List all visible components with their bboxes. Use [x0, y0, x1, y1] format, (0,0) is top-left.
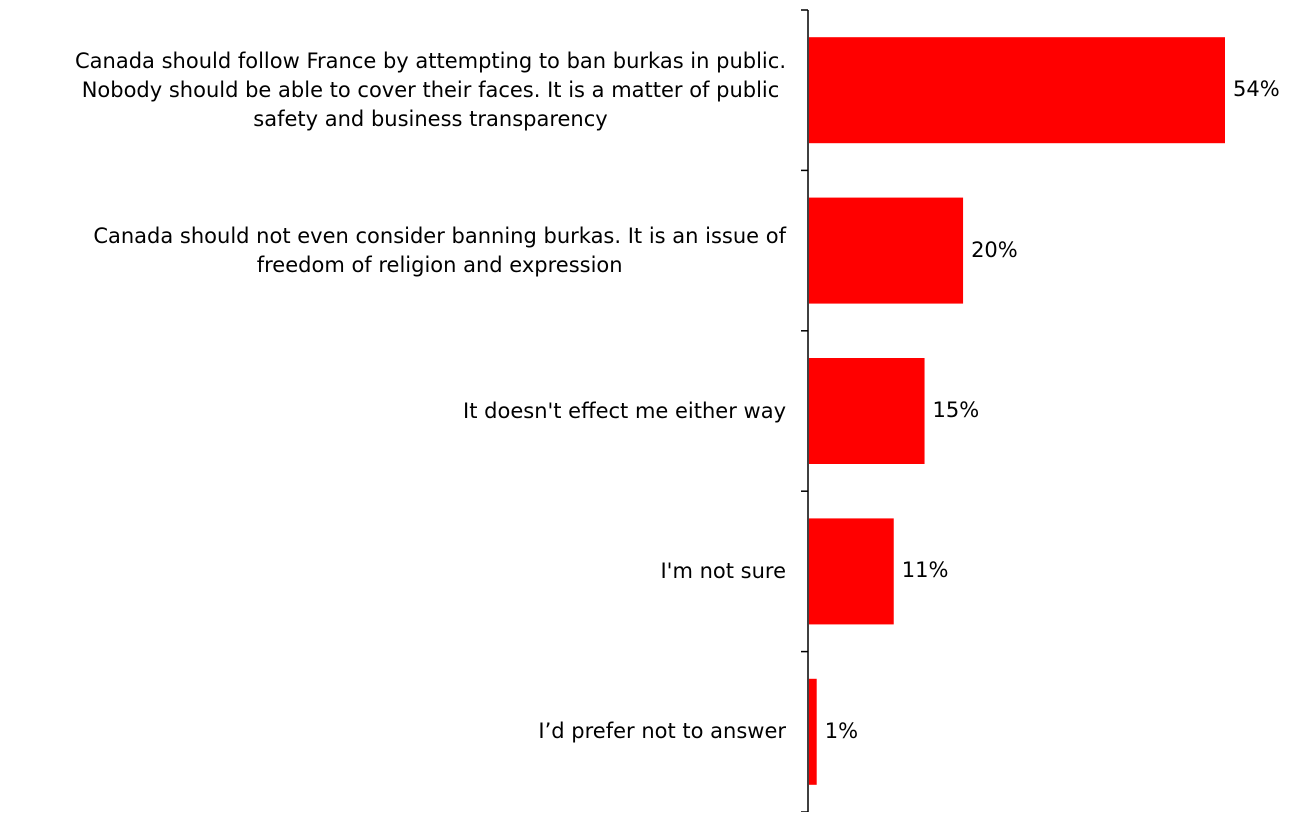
category-label: Canada should follow France by attemptin… — [0, 47, 786, 134]
bar — [809, 358, 925, 464]
bar — [809, 197, 964, 304]
category-label-line: Canada should follow France by attemptin… — [75, 48, 786, 73]
category-label: I’d prefer not to answer — [0, 717, 786, 746]
bar — [809, 518, 894, 625]
category-label-line: Canada should not even consider banning … — [93, 223, 786, 248]
bar — [809, 678, 817, 785]
bar — [809, 37, 1225, 144]
data-label: 11% — [901, 558, 949, 583]
data-label: 1% — [824, 718, 859, 743]
category-label-text: Canada should follow France by attemptin… — [75, 47, 786, 134]
category-label-text: I’d prefer not to answer — [538, 717, 786, 746]
category-label-text: It doesn't effect me either way — [463, 397, 786, 426]
category-label-text: Canada should not even consider banning … — [93, 222, 786, 280]
category-label: Canada should not even consider banning … — [0, 222, 786, 280]
data-label: 20% — [971, 237, 1018, 262]
category-label-line: It doesn't effect me either way — [463, 398, 786, 423]
category-label: I'm not sure — [0, 557, 786, 586]
data-label: 54% — [1233, 77, 1280, 102]
data-label: 15% — [932, 398, 980, 422]
category-label-line: safety and business transparency — [253, 106, 608, 131]
category-label-line: I'm not sure — [660, 558, 786, 583]
category-label-text: I'm not sure — [660, 557, 786, 586]
category-label: It doesn't effect me either way — [0, 397, 786, 426]
category-label-line: Nobody should be able to cover their fac… — [81, 77, 780, 102]
category-label-line: I’d prefer not to answer — [538, 719, 786, 744]
category-label-line: freedom of religion and expression — [256, 252, 623, 277]
